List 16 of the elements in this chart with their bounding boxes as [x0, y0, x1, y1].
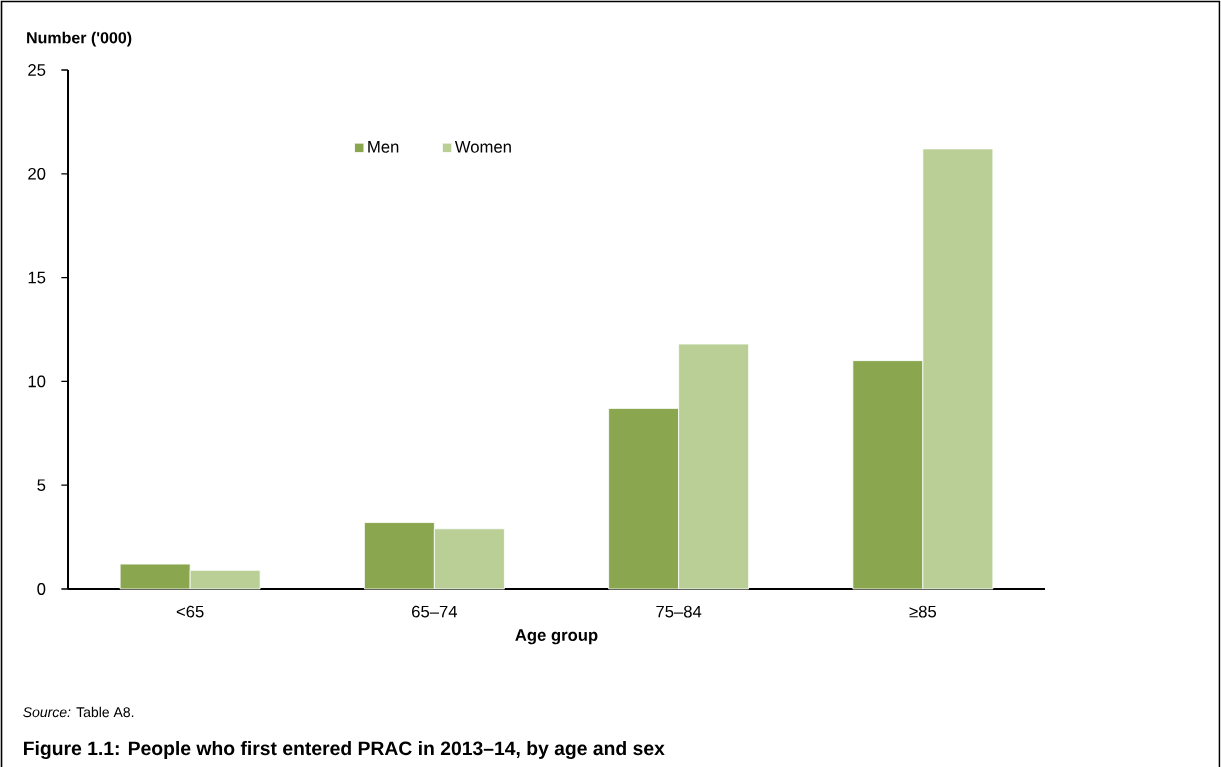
x-tick-label: 65–74 [412, 605, 458, 618]
y-tick-label: 20 [28, 167, 46, 180]
text: Source: Table A8. [23, 706, 134, 718]
y-tick-label: 0 [37, 583, 46, 595]
x-tick-label: <65 [176, 605, 204, 618]
legend-label: Women [454, 141, 511, 153]
legend-label: Men [368, 141, 399, 153]
y-tick-label: 5 [37, 479, 46, 492]
x-axis-title: Age group [515, 629, 598, 645]
y-tick-label: 25 [28, 64, 46, 76]
y-axis-title: Number ('000) [27, 31, 132, 47]
y-tick-label: 10 [28, 375, 46, 388]
text: Figure 1.1: People who first entered PRAC in 2013–14, by age and sex [24, 740, 665, 760]
x-tick-label: 75–84 [656, 605, 702, 618]
x-tick-label: ≥85 [909, 605, 937, 618]
y-tick-label: 15 [28, 271, 46, 284]
